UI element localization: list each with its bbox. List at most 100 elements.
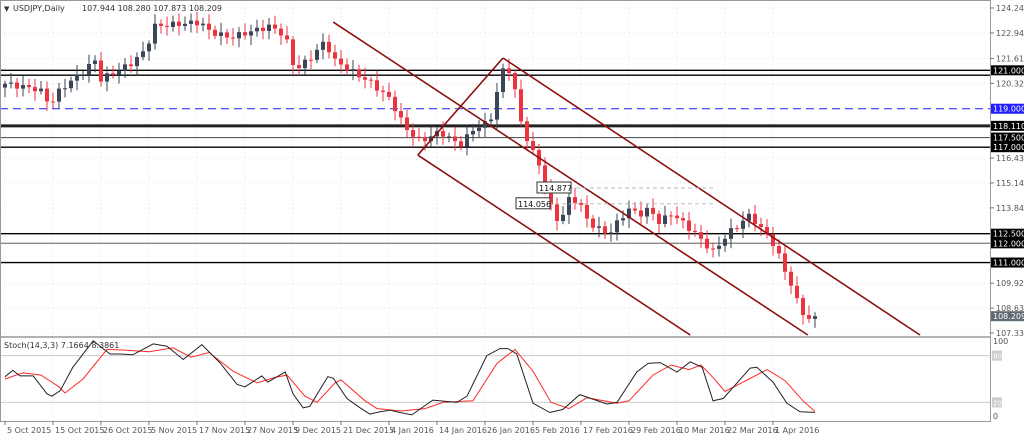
candle: [81, 70, 85, 81]
candle: [651, 198, 655, 221]
candle-body: [423, 137, 427, 142]
candle-body: [135, 57, 139, 67]
candle-body: [771, 234, 775, 247]
date-label: 26 Oct 2015: [103, 426, 152, 435]
candle-body: [705, 238, 709, 249]
candle-body: [579, 202, 583, 205]
candle-body: [225, 32, 229, 38]
candle: [603, 221, 607, 239]
candle-body: [675, 215, 679, 219]
price-label-text: 114.056: [518, 200, 551, 209]
candle-body: [9, 82, 13, 84]
date-label: 26 Jan 2016: [487, 426, 535, 435]
candle: [9, 73, 13, 89]
candle: [141, 41, 145, 61]
candle: [705, 230, 709, 254]
price-labels: 114.877 114.056: [515, 181, 713, 210]
candle: [195, 12, 199, 34]
stoch-axis-min: 0: [993, 412, 998, 421]
candle-body: [519, 89, 523, 122]
candle-body: [447, 136, 451, 138]
horizontal-levels: [0, 69, 990, 264]
candle: [513, 70, 517, 98]
candle: [75, 65, 79, 91]
level-price-label: 121.000: [993, 66, 1024, 75]
candle: [273, 15, 277, 35]
candle-body: [21, 85, 25, 89]
collapse-triangle-icon[interactable]: ▼: [4, 5, 10, 13]
candle: [51, 92, 55, 109]
candle: [447, 132, 451, 143]
candle: [297, 55, 301, 76]
candle: [519, 79, 523, 127]
candle-body: [321, 41, 325, 50]
candle-body: [585, 204, 589, 219]
candle: [249, 24, 253, 46]
price-label-box: [536, 181, 572, 194]
candle: [105, 66, 109, 92]
candle: [687, 212, 691, 240]
candle: [453, 127, 457, 151]
candle: [579, 198, 583, 213]
candle: [573, 187, 577, 210]
stochastic-panel: 80 20 100 0: [0, 336, 1008, 421]
candle-body: [243, 32, 247, 36]
candle: [315, 44, 319, 64]
candle-body: [69, 80, 73, 89]
candle: [417, 128, 421, 142]
candle-body: [429, 136, 433, 142]
level-price-label: 119.000: [993, 105, 1024, 114]
date-label: 9 Dec 2015: [295, 426, 341, 435]
candle: [123, 57, 127, 79]
level-price-tag: [991, 65, 1024, 76]
candle-body: [717, 245, 721, 249]
stoch-axis-max: 100: [993, 337, 1008, 346]
ohlc-values: 107.944 108.280 107.873 108.209: [82, 4, 222, 13]
candle: [189, 13, 193, 33]
candle: [663, 205, 667, 228]
candle-body: [807, 315, 811, 319]
candle-body: [117, 70, 121, 75]
candle: [285, 25, 289, 44]
candle-body: [303, 59, 307, 69]
candle: [201, 17, 205, 32]
candle-body: [381, 90, 385, 92]
candle-body: [753, 213, 757, 225]
candle: [63, 78, 67, 98]
candle-body: [615, 220, 619, 233]
candle: [405, 109, 409, 138]
candle: [681, 212, 685, 229]
candle: [489, 113, 493, 125]
candle-body: [369, 79, 373, 81]
stoch-main-line: [4, 340, 816, 416]
candle: [693, 223, 697, 237]
candle: [321, 33, 325, 60]
candle-body: [45, 88, 49, 102]
candle: [465, 125, 469, 156]
price-axis: 124.240 122.945 121.615 120.320 116.435 115.1…: [0, 0, 1024, 422]
candle: [753, 204, 757, 232]
candle-body: [723, 238, 727, 246]
candle-body: [591, 218, 595, 228]
channel-line: [417, 57, 504, 156]
candle-body: [597, 226, 601, 228]
candle: [357, 64, 361, 82]
candle-body: [759, 224, 763, 228]
candle-body: [711, 248, 715, 250]
candle-body: [363, 77, 367, 80]
candle: [765, 219, 769, 239]
candle-body: [507, 68, 511, 74]
candle: [159, 19, 163, 34]
candle-body: [351, 69, 355, 71]
candle: [555, 197, 559, 231]
candle: [783, 244, 787, 280]
candle: [129, 55, 133, 73]
price-label-box: [515, 197, 551, 210]
candle-body: [561, 214, 565, 222]
candle-body: [411, 130, 415, 137]
date-label: 27 Nov 2015: [247, 426, 298, 435]
candle: [153, 14, 157, 50]
date-label: 5 Nov 2015: [151, 426, 197, 435]
